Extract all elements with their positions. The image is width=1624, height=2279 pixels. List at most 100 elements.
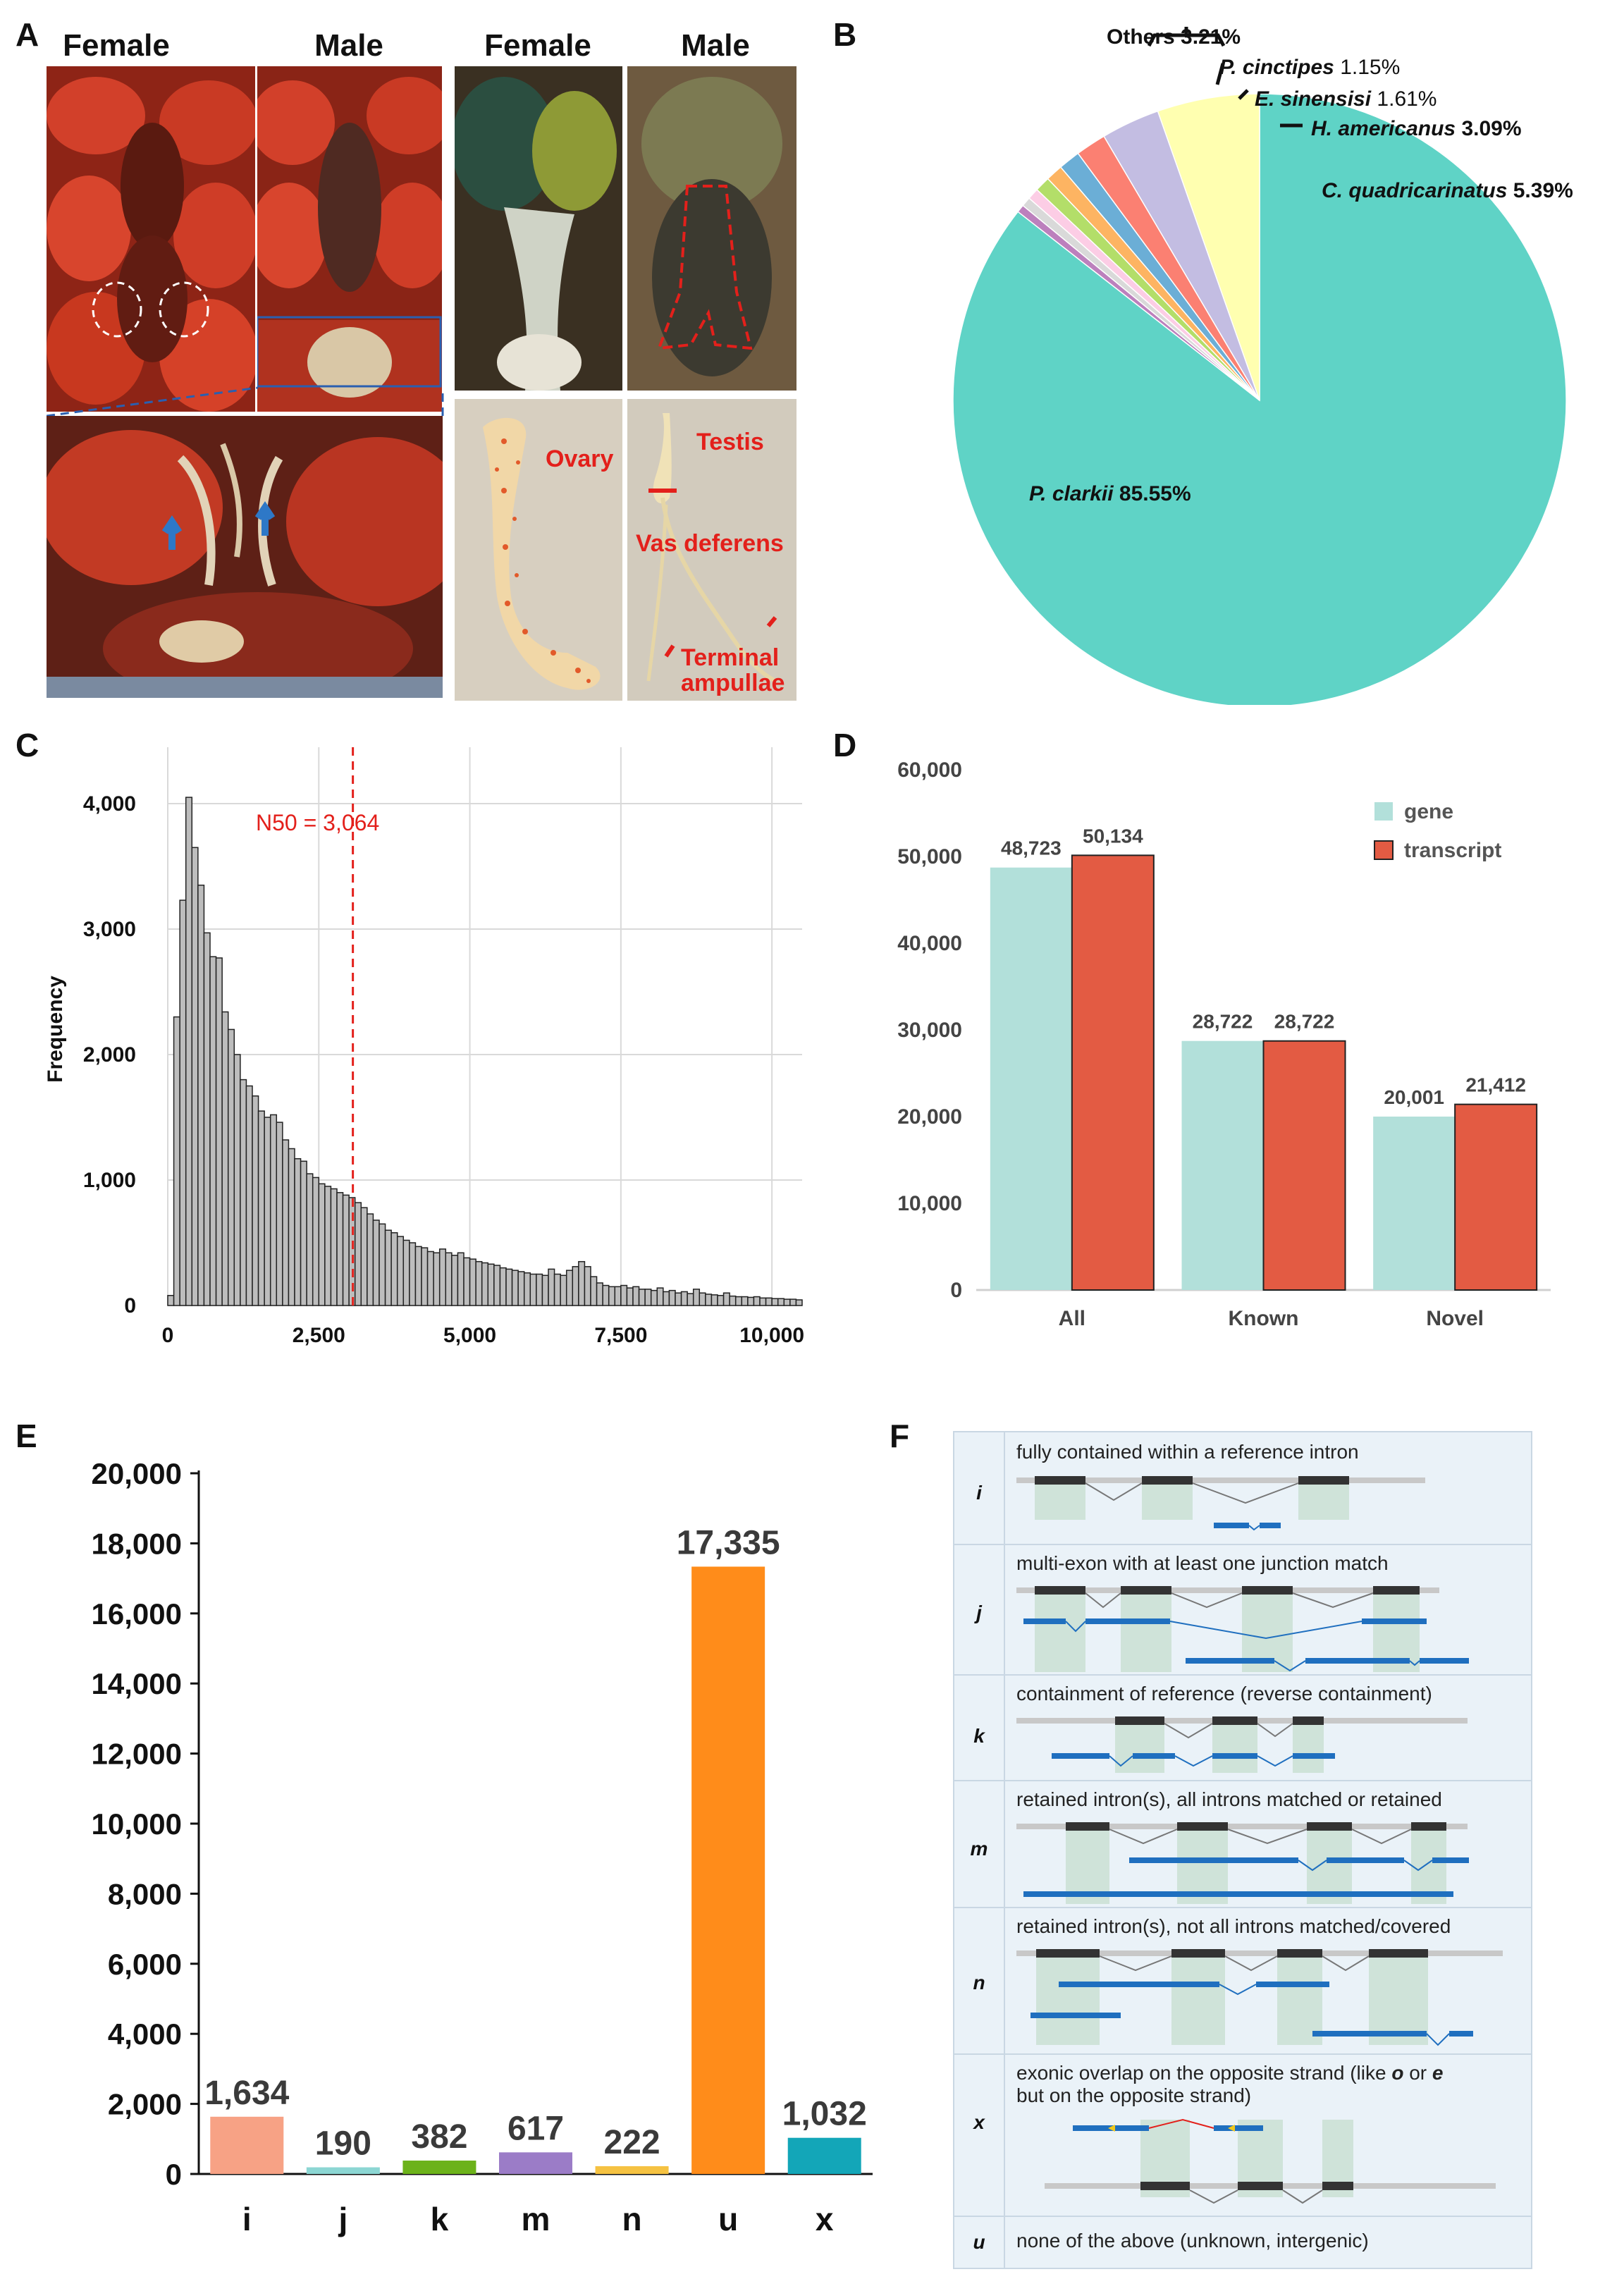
hist-ytick-label: 3,000 — [83, 918, 136, 941]
dbar-bar-gene — [1373, 1116, 1456, 1290]
hist-bar — [795, 1299, 803, 1306]
table-row-m: m retained intron(s), all introns matche… — [954, 1780, 1531, 1908]
hist-bar — [396, 1236, 405, 1306]
dbar-category-label: Known — [1229, 1307, 1299, 1330]
hist-bar — [584, 1266, 591, 1306]
hist-xtick-label: 5,000 — [443, 1324, 496, 1347]
ebar-category-label: j — [338, 2201, 347, 2237]
ebar-bar-m — [499, 2152, 572, 2174]
hist-bar — [578, 1260, 586, 1306]
histogram-chart: 0 2,500 5,000 7,500 10,000 0 1,000 2,000 3,000 4,… — [44, 747, 804, 1347]
hist-bar — [560, 1274, 567, 1306]
class-code-table: i fully contained within a reference int… — [953, 1431, 1532, 2269]
hist-bar — [590, 1276, 598, 1306]
ebar-value-label: 222 — [604, 2124, 660, 2161]
pie-labels: Others 3.21% P. cinctipes 1.15% E. sinen… — [1029, 25, 1573, 505]
hist-bar — [596, 1282, 603, 1306]
hist-bar — [342, 1194, 350, 1306]
hist-ytick-label: 4,000 — [83, 792, 136, 816]
dbar-bar-transcript — [1454, 1103, 1538, 1291]
ebar-value-label: 1,634 — [204, 2075, 289, 2112]
hist-bar — [710, 1294, 718, 1306]
hist-bar — [282, 1139, 290, 1306]
ebar-bar-k — [402, 2161, 476, 2174]
code-k: k — [973, 1725, 985, 1747]
hist-bar — [722, 1292, 730, 1306]
table-row-i: i fully contained within a reference int… — [954, 1432, 1531, 1544]
hist-bar — [511, 1270, 519, 1306]
dbar-ytick-label: 30,000 — [897, 1019, 962, 1042]
hist-bar — [620, 1284, 628, 1306]
ebar-ytick-label: 14,000 — [92, 1667, 182, 1700]
diagram-k — [1016, 1716, 1468, 1773]
dbar-ytick-label: 50,000 — [897, 845, 962, 868]
hist-bar — [548, 1268, 555, 1306]
hist-bar — [318, 1183, 326, 1306]
hist-bar — [699, 1292, 706, 1306]
photo-male-ventral — [257, 66, 442, 412]
ebar-ytick-label: 0 — [166, 2158, 182, 2191]
hist-bar — [777, 1298, 785, 1306]
blue-arrow-left — [161, 515, 183, 550]
hist-bar — [638, 1289, 646, 1306]
ebar-ytick-label: 4,000 — [108, 2017, 182, 2051]
ebar-value-label: 382 — [411, 2118, 467, 2156]
dbar-bar-transcript — [1262, 1040, 1346, 1291]
legend-label-transcript: transcript — [1404, 839, 1501, 862]
code-j: j — [976, 1602, 982, 1623]
pie-chart — [952, 27, 1567, 705]
hist-bar — [747, 1296, 755, 1306]
ebar-category-label: i — [242, 2201, 252, 2237]
panel-a-label: A — [16, 16, 39, 53]
hist-bar — [565, 1270, 574, 1306]
label-ampullae: ampullae — [681, 670, 785, 696]
desc-x: exonic overlap on the opposite strand (l… — [1016, 2062, 1444, 2106]
hist-xtick-label: 7,500 — [594, 1324, 647, 1347]
n50-label: N50 = 3,064 — [256, 810, 379, 835]
photo-male-dissection — [627, 66, 796, 391]
hist-bar — [354, 1202, 362, 1306]
hist-bar — [632, 1286, 640, 1306]
hist-bar — [233, 1054, 241, 1306]
photo-female-dissection — [455, 66, 622, 391]
hist-bar — [451, 1255, 459, 1306]
hist-bar — [529, 1273, 537, 1306]
hist-bar — [197, 884, 205, 1306]
hist-bar — [191, 847, 199, 1306]
hist-bar — [759, 1297, 767, 1306]
legend-label-gene: gene — [1404, 800, 1453, 823]
hist-bar — [379, 1223, 386, 1306]
header-male-2: Male — [681, 28, 750, 63]
hist-bar — [469, 1258, 476, 1306]
dbar-value-label: 21,412 — [1465, 1074, 1526, 1096]
ebar-ytick-label: 6,000 — [108, 1948, 182, 1981]
dbar-ytick-label: 40,000 — [897, 932, 962, 955]
blue-arrow-right — [254, 500, 276, 536]
hist-bar — [687, 1293, 694, 1306]
ebar-bar-x — [787, 2137, 861, 2174]
hist-bar — [276, 1122, 283, 1306]
ebar-category-label: m — [522, 2201, 550, 2237]
hist-bar — [438, 1248, 447, 1306]
hist-bar — [741, 1296, 749, 1306]
desc-n: retained intron(s), not all introns matc… — [1016, 1915, 1451, 1937]
ebar-ytick-label: 10,000 — [92, 1807, 182, 1841]
hist-bar — [252, 1095, 259, 1306]
hist-bar — [384, 1229, 392, 1306]
ebar-bar-u — [691, 1566, 765, 2174]
hist-bar — [173, 1016, 180, 1306]
grouped-bar-chart: 0 10,000 20,000 30,000 40,000 50,000 60,000 All… — [897, 758, 1551, 1330]
hist-bar — [330, 1188, 338, 1306]
hist-xtick-label: 2,500 — [293, 1324, 345, 1347]
ebar-ytick-label: 18,000 — [92, 1527, 182, 1560]
hist-bar — [324, 1186, 332, 1306]
desc-i: fully contained within a reference intro… — [1016, 1441, 1359, 1463]
hist-bar — [487, 1263, 495, 1306]
hist-bar — [644, 1289, 652, 1306]
desc-u: none of the above (unknown, intergenic) — [1016, 2230, 1369, 2252]
dbar-category-label: Novel — [1426, 1307, 1484, 1330]
ebar-ytick-label: 12,000 — [92, 1738, 182, 1771]
ebar-value-label: 1,032 — [782, 2096, 867, 2133]
diagram-j — [1016, 1586, 1469, 1672]
hist-bar — [753, 1296, 761, 1306]
